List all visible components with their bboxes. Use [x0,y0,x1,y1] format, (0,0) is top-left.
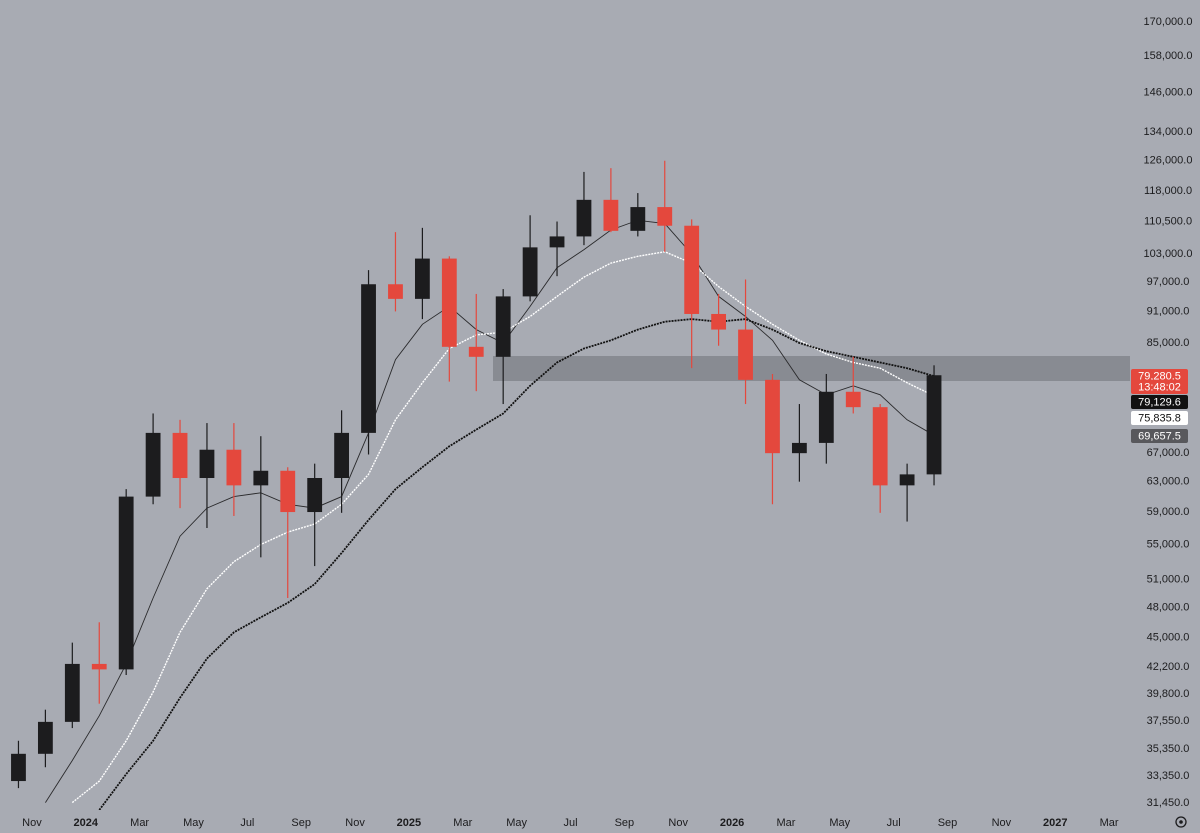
candle-body [711,313,727,330]
candle-body [495,296,511,357]
y-tick-label: 97,000.0 [1147,276,1190,288]
x-tick-label: Mar [130,817,149,829]
y-tick-label: 59,000.0 [1147,506,1190,518]
x-tick-label: 2027 [1043,817,1067,829]
price-tag [1131,395,1188,409]
settings-icon[interactable] [1175,816,1187,828]
candle-body [468,346,484,357]
candle-body [441,258,457,347]
candle-body [226,449,242,486]
candle-body [253,470,269,486]
y-tick-label: 110,500.0 [1144,215,1192,227]
candle-body [657,207,673,226]
candle-body [414,258,430,299]
y-tick-label: 42,200.0 [1147,661,1190,673]
candle-body [684,225,700,314]
price-tag [1131,369,1188,383]
y-tick-label: 45,000.0 [1147,631,1190,643]
price-tag-label: 79,129.6 [1138,396,1181,408]
x-tick-label: Sep [938,817,958,829]
candle-body [388,284,403,299]
x-tick-label: Mar [776,817,795,829]
candle-body [926,375,942,475]
y-tick-label: 103,000.0 [1144,248,1193,260]
candle-body [791,442,807,454]
price-tag [1131,429,1188,443]
x-tick-label: Nov [345,817,365,829]
price-tag-label: 13:48:02 [1138,381,1181,393]
candle-body [64,663,80,722]
candle-body [280,470,296,513]
candle-body [603,199,619,231]
x-tick-label: May [829,817,850,829]
x-tick-label: Mar [453,817,472,829]
y-tick-label: 63,000.0 [1147,476,1190,488]
y-tick-label: 48,000.0 [1147,601,1190,613]
x-tick-label: Mar [1100,817,1119,829]
y-tick-label: 158,000.0 [1144,50,1193,62]
candle-body [738,329,753,380]
candle-body [522,247,538,297]
moving-average [98,318,935,810]
candle-body [361,284,376,433]
y-tick-label: 126,000.0 [1144,155,1193,167]
candle-body [630,207,646,231]
candle-body [818,391,834,443]
y-tick-label: 146,000.0 [1144,86,1193,98]
y-tick-label: 31,450.0 [1147,797,1190,809]
y-tick-label: 118,000.0 [1144,185,1192,197]
candle-body [872,407,888,486]
price-tag-label: 69,657.5 [1138,430,1181,442]
candle-body [37,721,53,754]
x-tick-label: Jul [563,817,577,829]
y-tick-label: 37,550.0 [1147,715,1190,727]
plot [11,160,942,810]
y-tick-label: 67,000.0 [1147,447,1190,459]
x-tick-label: May [506,817,527,829]
candle-body [765,379,780,454]
x-tick-label: 2024 [74,817,99,829]
candle-body [118,496,134,670]
x-tick-label: Nov [22,817,42,829]
y-tick-label: 35,350.0 [1147,743,1190,755]
candle-body [91,663,107,670]
zone [493,356,1130,381]
y-tick-label: 33,350.0 [1147,770,1190,782]
candle-body [576,199,592,237]
price-tag [1131,380,1188,394]
candle-body [145,432,161,497]
y-tick-label: 85,000.0 [1147,337,1190,349]
x-tick-label: Nov [992,817,1012,829]
candle-body [307,478,323,513]
candle-body [549,236,565,248]
candle-body [172,432,188,479]
moving-average [45,219,935,803]
candle-body [199,449,215,479]
y-tick-label: 39,800.0 [1147,688,1190,700]
candle-body [334,432,350,479]
x-tick-label: Sep [615,817,635,829]
candle-body [845,391,861,408]
x-tick-label: 2025 [397,817,421,829]
price-tag-label: 79,280.5 [1138,370,1181,382]
price-tag [1131,411,1188,425]
y-tick-label: 170,000.0 [1144,16,1193,28]
y-tick-label: 91,000.0 [1147,305,1190,317]
y-tick-label: 134,000.0 [1144,126,1193,138]
candle-body [11,753,26,782]
price-tag-label: 75,835.8 [1138,412,1181,424]
x-tick-label: Sep [291,817,311,829]
x-tick-label: Nov [668,817,688,829]
x-tick-label: 2026 [720,817,744,829]
y-tick-label: 55,000.0 [1147,538,1190,550]
candle-body [899,474,915,486]
x-tick-label: May [183,817,204,829]
y-tick-label: 51,000.0 [1147,573,1190,585]
x-tick-label: Jul [240,817,254,829]
x-tick-label: Jul [887,817,901,829]
